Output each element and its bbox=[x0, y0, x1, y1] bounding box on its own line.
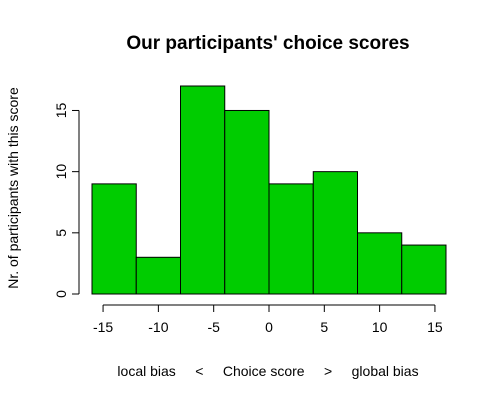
histogram-bar bbox=[401, 244, 447, 295]
x-tick-label: -10 bbox=[148, 319, 168, 335]
x-tick-label: 5 bbox=[320, 319, 328, 335]
y-tick-label: 0 bbox=[53, 290, 69, 298]
histogram-bar bbox=[312, 171, 358, 295]
x-tick-label: 15 bbox=[427, 319, 443, 335]
x-axis: -15 -10 -5 0 5 10 15 bbox=[93, 304, 443, 335]
histogram-bar bbox=[135, 256, 181, 295]
x-tick-label: -5 bbox=[207, 319, 220, 335]
histogram-bar bbox=[357, 232, 403, 295]
histogram-bar bbox=[268, 183, 314, 295]
x-tick-label: 10 bbox=[372, 319, 388, 335]
y-tick-label: 10 bbox=[53, 164, 69, 180]
histogram-bar bbox=[180, 85, 226, 295]
x-axis-label: local bias < Choice score > global bias bbox=[117, 363, 418, 379]
y-axis-label: Nr. of participants with this score bbox=[5, 87, 21, 289]
chart-title: Our participants' choice scores bbox=[126, 33, 409, 54]
x-tick-label: 0 bbox=[265, 319, 273, 335]
histogram-bar bbox=[224, 109, 270, 295]
y-tick-label: 5 bbox=[53, 229, 69, 237]
histogram-bar bbox=[91, 183, 137, 295]
bars-group bbox=[91, 85, 447, 295]
y-axis: 0 5 10 15 bbox=[53, 102, 80, 298]
x-tick-label: -15 bbox=[93, 319, 113, 335]
y-tick-label: 15 bbox=[53, 102, 69, 118]
